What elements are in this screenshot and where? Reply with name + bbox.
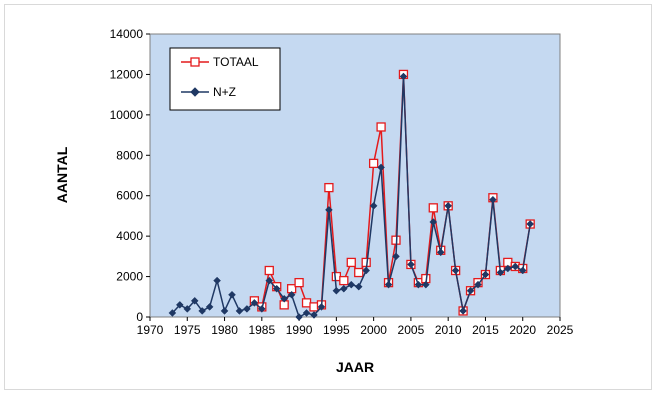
- x-tick-label: 2015: [472, 323, 499, 337]
- y-axis-title: AANTAL: [54, 146, 70, 203]
- data-point-n-z: [369, 201, 378, 210]
- legend-marker-totaal: [190, 57, 200, 67]
- x-tick-label: 1995: [323, 323, 350, 337]
- data-point-n-z: [518, 266, 527, 275]
- data-point-n-z: [190, 296, 199, 305]
- x-tick-label: 1990: [286, 323, 313, 337]
- legend-label-totaal: TOTAAL: [213, 55, 259, 69]
- data-point-n-z: [295, 313, 303, 321]
- data-point-totaal: [264, 265, 274, 276]
- x-axis-title: JAAR: [336, 359, 374, 375]
- legend-box: [169, 47, 281, 111]
- data-point-n-z: [220, 307, 229, 315]
- data-point-n-z: [436, 248, 445, 257]
- data-point-totaal: [354, 267, 364, 278]
- data-point-n-z: [362, 266, 371, 275]
- data-point-totaal: [309, 302, 319, 312]
- data-point-n-z: [392, 252, 400, 261]
- data-point-totaal: [368, 158, 379, 169]
- data-point-n-z: [489, 195, 497, 204]
- x-tick-label: 1985: [248, 323, 275, 337]
- data-point-n-z: [339, 284, 348, 293]
- data-point-totaal: [331, 271, 342, 282]
- data-point-totaal: [294, 277, 304, 288]
- data-point-n-z: [243, 305, 251, 313]
- data-point-n-z: [198, 307, 207, 315]
- data-point-totaal: [376, 122, 386, 132]
- chart-frame: 0 2000 4000 6000 8000 10000 12000 14000 1970 197…: [4, 4, 652, 390]
- legend: TOTAAL N+Z: [169, 47, 281, 111]
- y-tick-label: 8000: [116, 148, 143, 162]
- y-tick-label: 2000: [116, 270, 143, 284]
- data-point-n-z: [407, 260, 415, 269]
- y-tick-label: 4000: [116, 229, 143, 243]
- data-point-n-z: [310, 311, 318, 319]
- data-point-n-z: [168, 309, 177, 317]
- data-point-n-z: [228, 290, 236, 299]
- x-tick-label: 2005: [398, 323, 425, 337]
- data-point-n-z: [421, 280, 430, 289]
- x-tick-label: 1975: [174, 323, 201, 337]
- data-point-totaal: [346, 257, 356, 268]
- legend-label-nz: N+Z: [213, 85, 236, 99]
- data-point-n-z: [280, 294, 289, 303]
- data-point-n-z: [235, 307, 244, 315]
- y-tick-label: 14000: [110, 27, 144, 41]
- series-layer: [168, 69, 535, 321]
- x-tick-label: 1970: [137, 323, 164, 337]
- data-point-totaal: [339, 275, 349, 286]
- data-point-n-z: [175, 301, 184, 309]
- data-point-n-z: [347, 280, 356, 289]
- y-axis-ticks: 0 2000 4000 6000 8000 10000 12000 14000: [110, 27, 150, 324]
- data-point-n-z: [451, 266, 460, 275]
- y-tick-label: 12000: [110, 67, 144, 81]
- data-point-n-z: [257, 305, 266, 313]
- data-point-n-z: [503, 264, 512, 273]
- y-tick-label: 0: [136, 310, 143, 324]
- data-point-n-z: [474, 280, 482, 289]
- data-point-n-z: [354, 282, 363, 291]
- data-point-n-z: [429, 218, 438, 226]
- x-tick-label: 2025: [547, 323, 574, 337]
- data-point-n-z: [526, 220, 535, 228]
- data-point-n-z: [213, 276, 221, 285]
- data-point-n-z: [384, 280, 393, 289]
- data-point-n-z: [377, 163, 385, 172]
- y-tick-label: 6000: [116, 189, 143, 203]
- data-point-n-z: [183, 305, 192, 313]
- legend-marker-nz: [190, 87, 200, 97]
- x-tick-label: 1980: [211, 323, 238, 337]
- data-point-n-z: [205, 303, 214, 311]
- data-point-n-z: [272, 284, 281, 293]
- x-axis-ticks: 1970 1975 1980 1985 1990 1995 2000 2005 2010 2015…: [137, 317, 574, 337]
- data-point-n-z: [466, 286, 475, 295]
- data-point-n-z: [287, 290, 296, 299]
- data-point-n-z: [399, 72, 408, 81]
- data-point-totaal: [301, 298, 312, 308]
- data-point-n-z: [302, 309, 311, 317]
- data-point-totaal: [324, 182, 334, 193]
- data-point-n-z: [481, 270, 490, 279]
- x-tick-label: 2020: [509, 323, 536, 337]
- data-point-n-z: [414, 280, 423, 289]
- y-tick-label: 10000: [110, 108, 144, 122]
- data-point-n-z: [317, 303, 326, 311]
- data-point-n-z: [496, 268, 505, 277]
- x-tick-label: 2000: [360, 323, 387, 337]
- data-point-n-z: [265, 276, 274, 285]
- data-point-n-z: [511, 262, 520, 271]
- x-tick-label: 2010: [435, 323, 462, 337]
- data-point-n-z: [325, 206, 333, 214]
- data-point-n-z: [332, 286, 341, 295]
- data-point-n-z: [444, 201, 453, 210]
- data-point-totaal: [428, 203, 438, 213]
- data-point-n-z: [459, 307, 467, 315]
- data-point-n-z: [250, 298, 259, 307]
